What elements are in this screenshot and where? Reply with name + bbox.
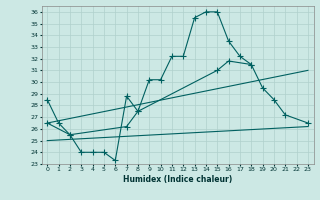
X-axis label: Humidex (Indice chaleur): Humidex (Indice chaleur) — [123, 175, 232, 184]
